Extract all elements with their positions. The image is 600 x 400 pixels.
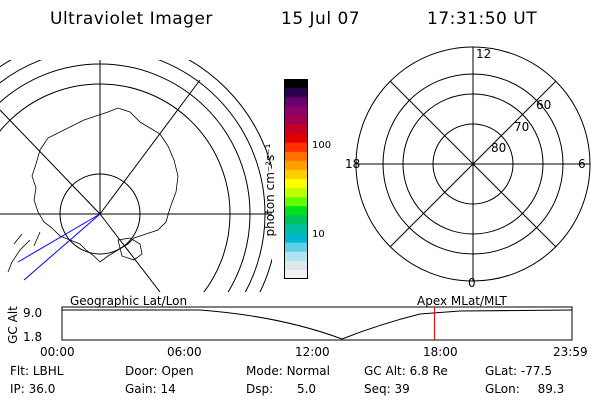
colorbar-swatch: [284, 142, 308, 153]
view-track-line: [17, 213, 101, 263]
gc-alt-label: GC Alt:: [364, 364, 406, 378]
date-label: 15 Jul 07: [281, 9, 361, 29]
colorbar-swatch: [284, 79, 308, 89]
coastline-peninsula: [7, 231, 41, 273]
filter-label: Flt:: [10, 364, 29, 378]
app-title: Ultraviolet Imager: [50, 9, 213, 29]
mlt-label-6: 6: [578, 157, 586, 171]
colorbar-swatch: [284, 115, 308, 125]
meridian-line: [99, 213, 161, 292]
mode-value: Normal: [286, 364, 330, 378]
timeline-xtick-2359: 23:59: [553, 345, 588, 359]
colorbar-swatch: [284, 88, 308, 98]
timeline-xtick-0000: 00:00: [40, 345, 75, 359]
colorbar-swatch: [284, 133, 308, 144]
mlt-label-12: 12: [476, 47, 492, 61]
colorbar-swatch: [284, 260, 308, 271]
colorbar-swatch: [284, 124, 308, 135]
filter-value: LBHL: [32, 364, 64, 378]
colorbar-swatch: [284, 179, 308, 189]
colorbar-swatch: [284, 269, 308, 279]
timeline-frame: [61, 306, 573, 341]
mlt-label-0: 0: [468, 276, 476, 290]
colorbar-swatch: [284, 215, 308, 225]
colorbar-swatch: [284, 251, 308, 262]
timeline-xtick-0600: 06:00: [167, 345, 202, 359]
mlat-label-60: 60: [536, 98, 552, 112]
glat-value: -77.5: [520, 364, 552, 378]
glon-value: 89.3: [537, 382, 565, 396]
colorbar-swatch: [284, 151, 308, 162]
seq-value: 39: [394, 382, 410, 396]
gain-value: 14: [160, 382, 176, 396]
door-value: Open: [161, 364, 194, 378]
timeline-xtick-1200: 12:00: [295, 345, 330, 359]
geographic-panel-label: Geographic Lat/Lon: [70, 294, 188, 308]
meridian-line: [0, 109, 101, 215]
coastline: [31, 107, 179, 263]
view-track-line: [23, 213, 101, 281]
glon-field: GLon: 89.3: [485, 382, 564, 396]
mlat-label-80: 80: [491, 141, 507, 155]
colorbar: [284, 79, 308, 279]
colorbar-frame: [284, 79, 308, 279]
dsp-value: 5.0: [296, 382, 317, 396]
colorbar-swatch: [284, 224, 308, 235]
dsp-label: Dsp:: [246, 382, 274, 396]
mode-label: Mode:: [246, 364, 283, 378]
colorbar-tick-10: 10: [312, 229, 325, 240]
colorbar-swatch: [284, 160, 308, 171]
ip-field: IP: 36.0: [10, 382, 55, 396]
filter-field: Flt: LBHL: [10, 364, 63, 378]
colorbar-swatch: [284, 242, 308, 253]
glat-field: GLat: -77.5: [485, 364, 552, 378]
colorbar-swatch: [284, 188, 308, 198]
seq-label: Seq:: [364, 382, 391, 396]
ip-label: IP:: [10, 382, 25, 396]
altitude-curve: [62, 309, 573, 340]
timeline-ytick-top: 9.0: [23, 306, 43, 320]
colorbar-swatch: [284, 106, 308, 116]
seq-field: Seq: 39: [364, 382, 410, 396]
colorbar-swatch: [284, 233, 308, 244]
mode-field: Mode: Normal: [246, 364, 330, 378]
dsp-field: Dsp: 5.0: [246, 382, 316, 396]
polar-diagonal: [389, 80, 557, 248]
gc-alt-field: GC Alt: 6.8 Re: [364, 364, 448, 378]
apex-panel-label: Apex MLat/MLT: [417, 294, 507, 308]
glat-label: GLat:: [485, 364, 518, 378]
colorbar-swatch: [284, 169, 308, 180]
timeline-ytick-bottom: 1.8: [23, 330, 43, 344]
time-label: 17:31:50 UT: [427, 9, 538, 29]
colorbar-swatch: [284, 197, 308, 207]
mlat-label-70: 70: [514, 120, 530, 134]
ip-value: 36.0: [28, 382, 56, 396]
gain-label: Gain:: [125, 382, 157, 396]
colorbar-swatch: [284, 97, 308, 107]
colorbar-tick-100: 100: [312, 140, 332, 151]
gain-field: Gain: 14: [125, 382, 176, 396]
door-label: Door:: [125, 364, 158, 378]
coastline-island: [117, 237, 143, 261]
door-field: Door: Open: [125, 364, 194, 378]
gc-alt-value: 6.8 Re: [409, 364, 448, 378]
glon-label: GLon:: [485, 382, 520, 396]
mlt-label-18: 18: [345, 157, 361, 171]
meridian-line: [99, 79, 201, 215]
colorbar-swatch: [284, 206, 308, 216]
timeline-xtick-1800: 18:00: [423, 345, 458, 359]
